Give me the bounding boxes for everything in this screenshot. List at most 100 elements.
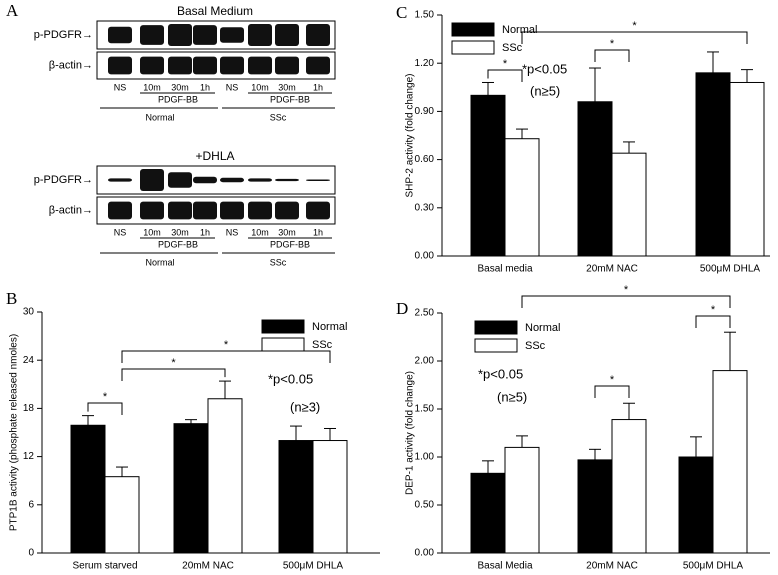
y-tick-label: 0 <box>28 548 34 559</box>
annotation: (n≥5) <box>497 389 527 404</box>
lane-label: 30m <box>278 227 296 237</box>
y-tick-label: 1.50 <box>415 10 435 21</box>
legend-swatch <box>261 337 305 352</box>
x-tick-label: 20mM NAC <box>586 264 638 275</box>
significance-bracket <box>121 368 226 381</box>
row-label: β-actin→ <box>49 59 93 71</box>
bar <box>611 152 647 257</box>
y-tick-label: 0.90 <box>415 106 435 117</box>
row-label: p-PDGFR→ <box>34 174 93 186</box>
blot-band <box>220 27 244 43</box>
significance-label: * <box>224 339 229 351</box>
blot-band <box>168 56 192 75</box>
blot-title: Basal Medium <box>177 4 253 18</box>
blot-band <box>140 56 164 75</box>
bar <box>207 398 243 554</box>
significance-label: * <box>610 374 615 386</box>
significance-label: * <box>503 58 508 70</box>
panel-label: D <box>396 299 408 318</box>
blot-band <box>248 178 272 182</box>
y-axis-label: DEP-1 activity (fold change) <box>405 371 416 495</box>
blot-band <box>193 201 217 220</box>
significance-bracket <box>594 385 630 398</box>
y-tick-label: 2.50 <box>415 308 435 319</box>
annotation: (n≥3) <box>290 399 320 414</box>
y-tick-label: 2.00 <box>415 356 435 367</box>
blot-band <box>275 24 299 46</box>
significance-bracket <box>594 49 630 62</box>
x-tick-label: 500μM DHLA <box>683 561 744 572</box>
panel-label: C <box>396 3 407 22</box>
x-tick-label: Basal media <box>477 264 532 275</box>
group-label: Normal <box>145 112 174 122</box>
lane-label: 30m <box>171 82 189 92</box>
y-axis-label: PTP1B activity (phosphate released nmole… <box>9 334 20 531</box>
blot-band <box>306 179 330 181</box>
significance-bracket <box>87 402 123 415</box>
blot-band <box>306 56 330 75</box>
blot-band <box>168 24 192 46</box>
y-tick-label: 18 <box>23 403 35 414</box>
blot-band <box>248 56 272 75</box>
y-tick-label: 30 <box>23 307 35 318</box>
significance-label: * <box>103 391 108 403</box>
significance-bracket <box>521 295 731 308</box>
y-tick-label: 0.00 <box>415 548 435 559</box>
bar <box>104 476 140 554</box>
group-label: SSc <box>270 112 287 122</box>
blot-band <box>275 201 299 220</box>
legend-swatch <box>451 22 495 37</box>
blot-band <box>140 201 164 220</box>
legend-label: SSc <box>525 340 546 352</box>
blot-band <box>193 25 217 45</box>
blot-band <box>108 201 132 220</box>
blot-band <box>275 178 299 182</box>
legend-label: SSc <box>502 42 523 54</box>
bar <box>577 101 613 257</box>
lane-label: NS <box>114 227 127 237</box>
lane-label: 10m <box>251 227 269 237</box>
bar <box>470 94 506 257</box>
x-tick-label: 500μM DHLA <box>283 561 344 572</box>
blot-band <box>168 201 192 220</box>
blot-band <box>108 56 132 75</box>
legend-swatch <box>474 338 518 353</box>
y-tick-label: 12 <box>23 451 35 462</box>
significance-bracket <box>695 315 731 328</box>
y-tick-label: 0.60 <box>415 154 435 165</box>
blot-band <box>193 56 217 75</box>
lane-label: NS <box>226 227 239 237</box>
bar <box>470 472 506 554</box>
legend-label: Normal <box>502 24 537 36</box>
x-tick-label: Serum starved <box>72 561 137 572</box>
x-tick-label: Basal Media <box>477 561 532 572</box>
x-tick-label: 20mM NAC <box>182 561 234 572</box>
row-label: β-actin→ <box>49 204 93 216</box>
y-axis-label: SHP-2 activity (fold change) <box>405 74 416 198</box>
stimulus-label: PDGF-BB <box>270 94 310 104</box>
lane-label: 30m <box>278 82 296 92</box>
blot-band <box>140 169 164 191</box>
significance-label: * <box>171 357 176 369</box>
blot-band <box>220 201 244 220</box>
stimulus-label: PDGF-BB <box>158 239 198 249</box>
significance-bracket <box>521 31 748 44</box>
lane-label: 10m <box>143 82 161 92</box>
blot-band <box>220 177 244 183</box>
legend-label: SSc <box>312 339 333 351</box>
bar <box>695 72 731 257</box>
panel-label: A <box>6 1 19 20</box>
row-label: p-PDGFR→ <box>34 29 93 41</box>
lane-label: 1h <box>200 82 210 92</box>
significance-label: * <box>624 284 629 296</box>
blot-band <box>306 24 330 46</box>
lane-label: 30m <box>171 227 189 237</box>
y-tick-label: 0.30 <box>415 202 435 213</box>
annotation: (n≥5) <box>530 83 560 98</box>
y-tick-label: 6 <box>28 499 34 510</box>
y-tick-label: 1.50 <box>415 404 435 415</box>
bar <box>611 419 647 554</box>
legend-swatch <box>261 319 305 334</box>
lane-label: NS <box>226 82 239 92</box>
